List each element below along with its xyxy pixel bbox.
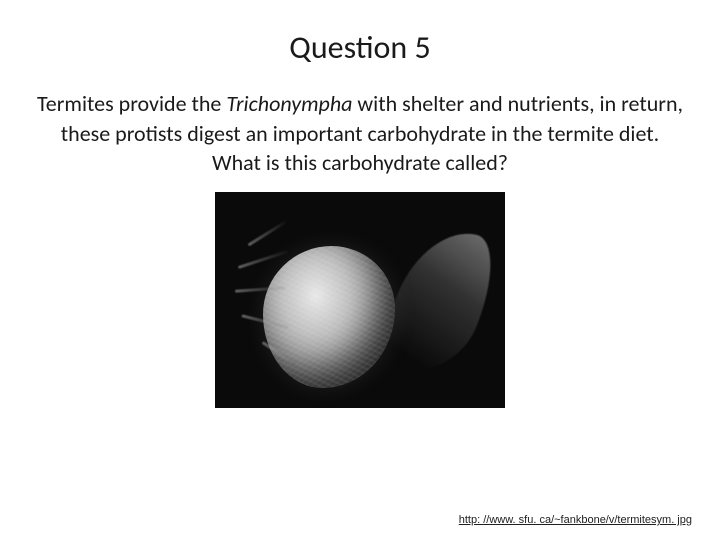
- page-title: Question 5: [30, 28, 690, 67]
- citation-link[interactable]: http: //www. sfu. ca/~fankbone/v/termite…: [459, 514, 692, 526]
- image-flagellum: [238, 250, 288, 269]
- body-pre: Termites provide the: [37, 90, 226, 117]
- question-body: Termites provide the Trichonympha with s…: [30, 89, 690, 178]
- image-flagellum: [248, 221, 287, 247]
- image-container: [30, 192, 690, 408]
- sem-micrograph-image: [215, 192, 505, 408]
- slide: Question 5 Termites provide the Trichony…: [0, 0, 720, 540]
- image-main-blob: [263, 246, 395, 388]
- body-italic-term: Trichonympha: [226, 90, 352, 117]
- image-texture: [263, 246, 395, 388]
